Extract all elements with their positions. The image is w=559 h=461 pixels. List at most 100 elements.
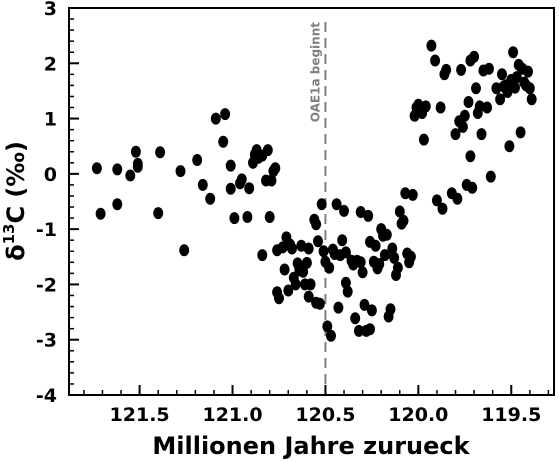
- data-point-1: [95, 207, 106, 220]
- data-point-135: [463, 96, 474, 108]
- data-point-88: [363, 209, 374, 222]
- data-point-106: [394, 205, 405, 218]
- data-point-73: [337, 234, 348, 247]
- data-point-65: [322, 320, 333, 333]
- data-point-103: [389, 251, 400, 264]
- data-point-3: [112, 198, 123, 211]
- data-point-41: [279, 263, 290, 276]
- data-point-120: [426, 39, 437, 52]
- data-point-95: [374, 258, 385, 270]
- data-point-19: [225, 159, 236, 172]
- data-point-20: [229, 212, 240, 225]
- data-point-132: [457, 120, 468, 133]
- data-point-84: [355, 256, 366, 269]
- data-point-11: [179, 244, 190, 257]
- y-tick-label: 0: [44, 164, 57, 186]
- data-point-113: [407, 188, 418, 201]
- data-point-142: [474, 100, 485, 113]
- data-point-5: [130, 145, 141, 158]
- data-point-22: [236, 173, 247, 186]
- data-point-86: [359, 298, 370, 311]
- data-point-47: [290, 278, 301, 291]
- data-point-118: [418, 133, 429, 146]
- data-point-61: [314, 297, 325, 310]
- data-point-56: [305, 278, 316, 291]
- data-point-51: [298, 265, 309, 278]
- data-point-128: [450, 128, 461, 141]
- data-point-119: [420, 100, 431, 113]
- data-point-85: [357, 266, 368, 279]
- y-axis: -4 -3 -2 -1 0 1 2 3: [36, 0, 79, 407]
- x-tick-label: 121.5: [110, 404, 170, 426]
- data-point-145: [482, 101, 493, 114]
- data-point-59: [311, 218, 322, 231]
- data-point-31: [262, 144, 273, 157]
- y-axis-title-sup: 13: [0, 224, 18, 245]
- data-point-126: [441, 63, 452, 76]
- data-point-166: [526, 93, 537, 106]
- data-point-91: [366, 304, 377, 317]
- data-point-158: [511, 71, 522, 84]
- data-point-160: [515, 126, 526, 139]
- data-point-23: [242, 211, 253, 223]
- data-point-133: [459, 109, 470, 122]
- data-point-2: [112, 163, 123, 176]
- y-tick-label: -4: [36, 385, 57, 407]
- data-point-129: [452, 192, 463, 205]
- data-point-45: [287, 242, 297, 255]
- data-point-146: [484, 62, 494, 75]
- plot-area: [68, 7, 555, 396]
- data-point-148: [491, 82, 502, 95]
- data-point-8: [153, 207, 164, 220]
- data-point-149: [495, 93, 506, 106]
- data-point-9: [155, 146, 166, 159]
- data-point-164: [523, 65, 533, 78]
- x-axis: 121.5 121.0 120.5 120.0 119.5: [83, 385, 550, 426]
- y-tick-label: 2: [44, 53, 57, 75]
- data-point-66: [324, 261, 335, 274]
- data-point-39: [274, 292, 284, 305]
- data-point-7: [132, 157, 143, 170]
- data-point-121: [430, 54, 441, 67]
- data-point-131: [456, 63, 467, 76]
- data-point-13: [197, 178, 208, 191]
- data-point-99: [381, 228, 392, 241]
- data-point-98: [379, 249, 390, 262]
- data-point-70: [331, 198, 342, 211]
- annotation-layer: OAE1a beginnt: [308, 22, 327, 395]
- data-point-83: [355, 206, 366, 218]
- y-axis-title-rest: C (‰): [2, 141, 30, 223]
- data-point-101: [385, 303, 396, 316]
- data-point-140: [471, 82, 481, 95]
- data-point-122: [431, 194, 442, 207]
- data-point-17: [220, 108, 231, 121]
- data-point-14: [205, 192, 216, 205]
- data-point-33: [266, 174, 277, 187]
- y-tick-label: -1: [36, 219, 57, 241]
- y-tick-label: 1: [44, 109, 57, 131]
- x-tick-label: 120.0: [388, 404, 448, 426]
- data-point-105: [392, 261, 403, 274]
- data-point-53: [301, 256, 312, 269]
- y-tick-label: -2: [36, 274, 57, 296]
- data-point-18: [225, 182, 236, 195]
- data-point-147: [485, 170, 496, 183]
- data-point-32: [264, 211, 275, 223]
- data-point-36: [257, 249, 268, 262]
- x-tick-label: 119.5: [481, 404, 541, 426]
- data-point-139: [469, 50, 480, 63]
- data-point-165: [524, 82, 535, 95]
- data-point-102: [387, 242, 398, 255]
- data-point-156: [508, 46, 519, 59]
- data-point-35: [270, 162, 281, 175]
- x-tick-label: 121.0: [202, 404, 262, 426]
- data-points: [91, 39, 537, 342]
- data-point-80: [350, 312, 361, 325]
- data-point-12: [192, 154, 203, 166]
- data-point-77: [342, 285, 353, 298]
- data-point-10: [175, 165, 186, 178]
- data-point-112: [405, 250, 416, 263]
- data-point-0: [91, 162, 102, 175]
- data-point-90: [365, 323, 375, 336]
- data-point-60: [313, 235, 323, 248]
